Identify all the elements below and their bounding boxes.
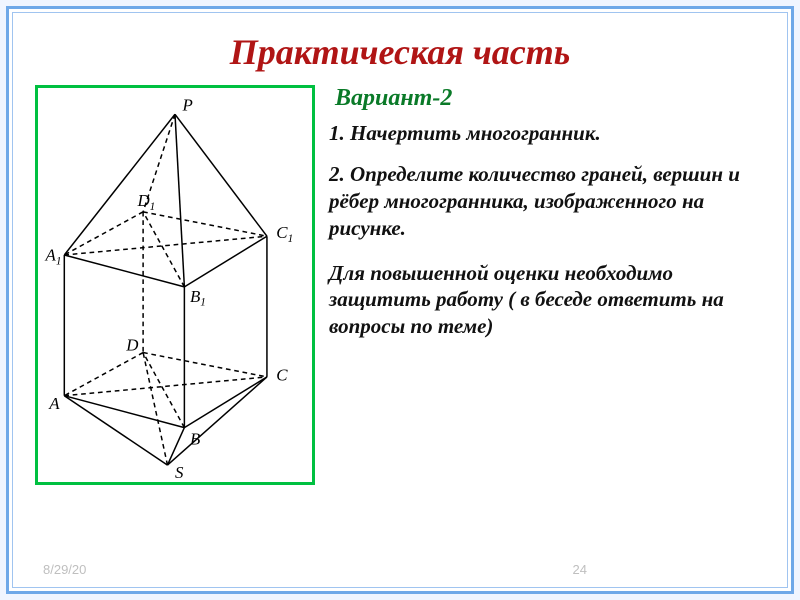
task-2: 2. Определите количество граней, вершин … [329, 161, 765, 242]
slide-date: 8/29/20 [43, 562, 86, 577]
svg-text:A: A [48, 394, 60, 413]
svg-text:D1: D1 [136, 191, 155, 213]
svg-text:C1: C1 [276, 223, 293, 245]
task-1: 1. Начертить многогранник. [329, 120, 765, 147]
variant-subtitle: Вариант-2 [329, 85, 765, 112]
slide-number: 24 [573, 562, 587, 577]
grading-note: Для повышенной оценки необходимо защитит… [329, 260, 765, 341]
svg-text:B1: B1 [190, 287, 206, 309]
svg-text:S: S [175, 463, 184, 482]
svg-text:D: D [125, 336, 138, 355]
svg-text:B: B [190, 429, 200, 448]
slide-title: Практическая часть [35, 31, 765, 73]
svg-text:C: C [276, 366, 288, 385]
text-column: Вариант-2 1. Начертить многогранник. 2. … [329, 85, 765, 485]
svg-text:P: P [182, 96, 193, 115]
polyhedron-figure: P A1 B1 C1 D1 A B C D S [35, 85, 315, 485]
svg-text:A1: A1 [45, 246, 62, 268]
